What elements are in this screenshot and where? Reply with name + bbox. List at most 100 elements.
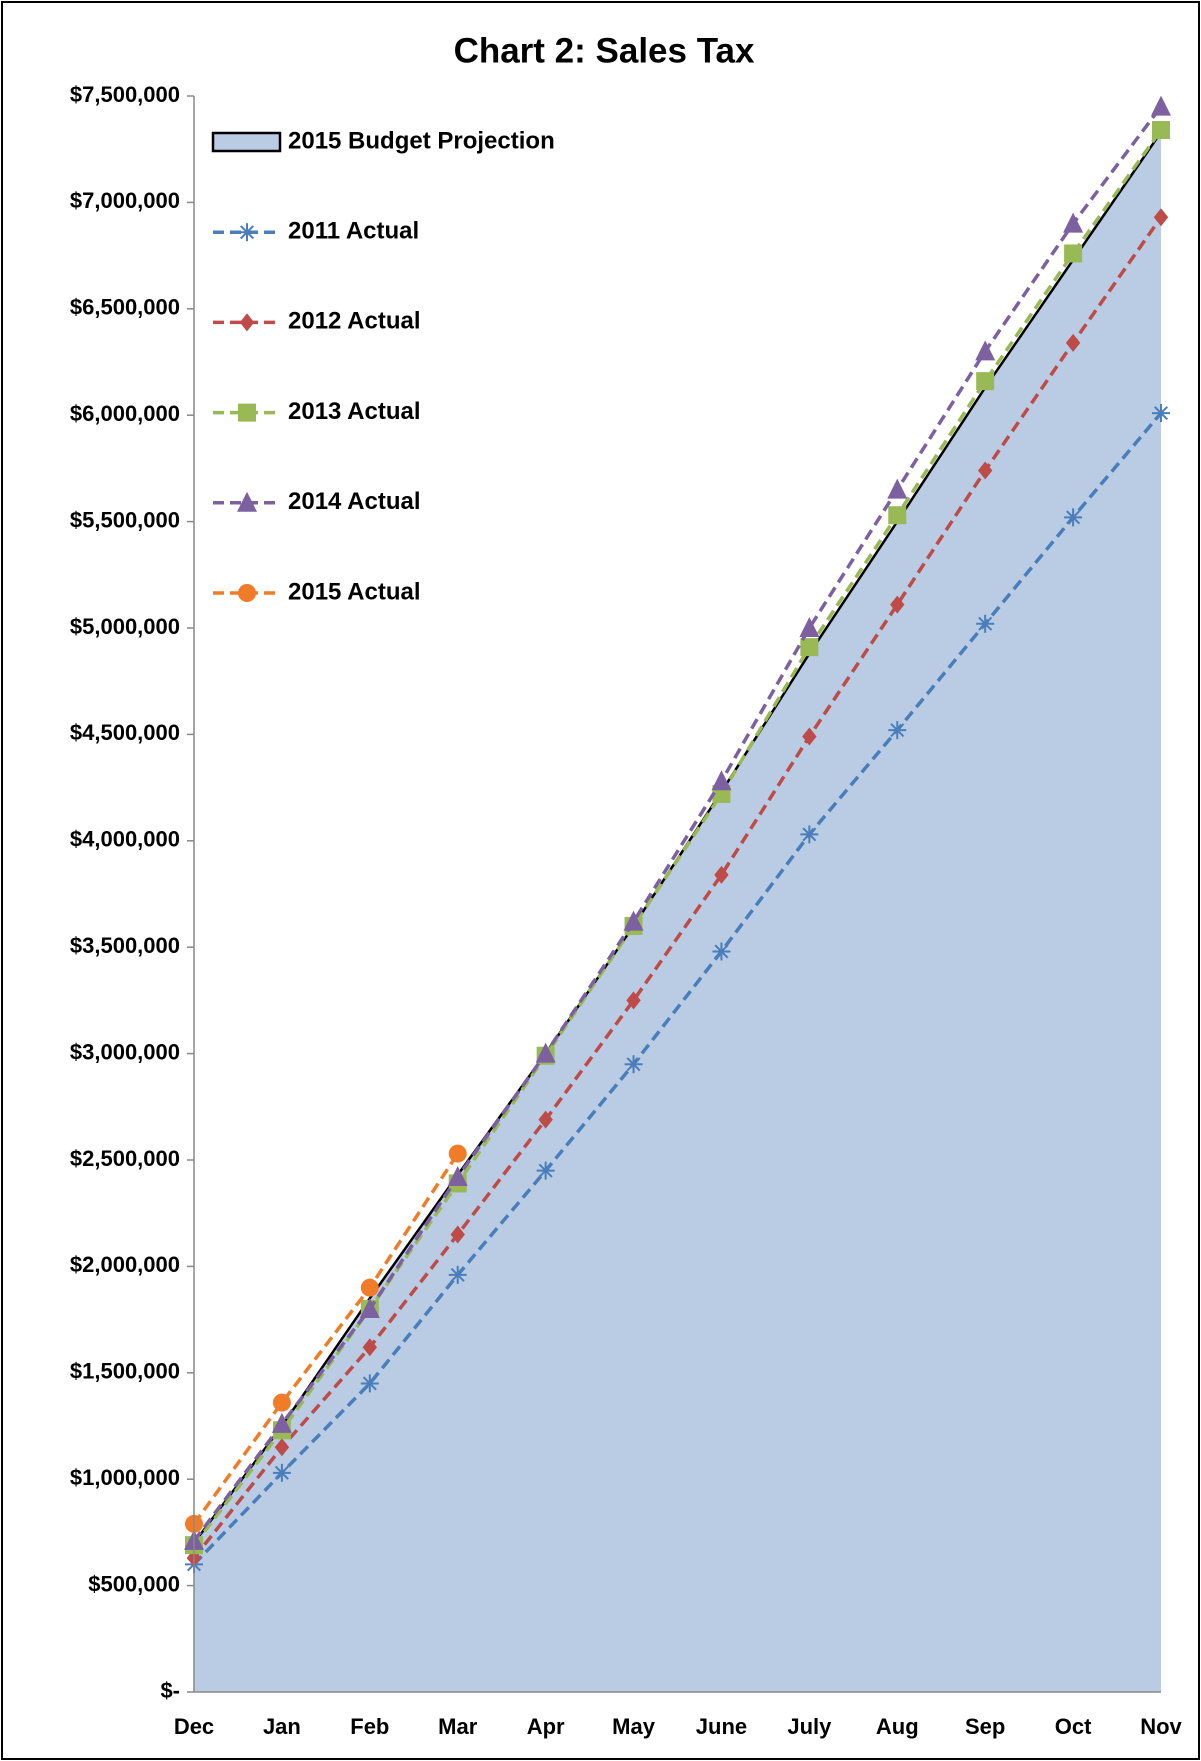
marker bbox=[359, 1297, 380, 1318]
marker bbox=[448, 1265, 467, 1284]
marker-shape bbox=[626, 991, 641, 1010]
marker-shape bbox=[1151, 95, 1171, 116]
marker bbox=[535, 1042, 556, 1063]
legend-label: 2015 Budget Projection bbox=[288, 127, 555, 154]
y-tick-label: $- bbox=[160, 1678, 180, 1703]
marker-shape bbox=[238, 403, 256, 422]
x-tick-label: June bbox=[696, 1714, 747, 1739]
marker-shape bbox=[238, 584, 256, 602]
marker bbox=[976, 372, 995, 391]
legend-item: 2015 Budget Projection bbox=[211, 127, 555, 154]
y-tick-label: $2,000,000 bbox=[70, 1252, 180, 1277]
marker bbox=[714, 865, 729, 884]
marker-shape bbox=[271, 1412, 292, 1433]
marker-shape bbox=[360, 1278, 379, 1297]
marker-shape bbox=[975, 340, 996, 361]
marker bbox=[238, 223, 256, 242]
marker-shape bbox=[1065, 333, 1081, 352]
legend-item: 2013 Actual bbox=[213, 398, 421, 425]
y-tick-label: $6,500,000 bbox=[70, 295, 180, 320]
marker bbox=[623, 910, 644, 931]
x-tick-label: July bbox=[787, 1714, 832, 1739]
marker bbox=[448, 1144, 467, 1163]
marker-shape bbox=[359, 1297, 380, 1318]
marker-shape bbox=[362, 1338, 378, 1357]
marker bbox=[274, 1438, 290, 1457]
y-tick-label: $1,500,000 bbox=[70, 1359, 180, 1384]
legend-label: 2015 Actual bbox=[288, 578, 421, 605]
y-tick-label: $1,000,000 bbox=[70, 1465, 180, 1490]
marker bbox=[1065, 333, 1081, 352]
x-tick-label: May bbox=[612, 1714, 656, 1739]
y-tick-label: $5,000,000 bbox=[70, 614, 180, 639]
marker bbox=[624, 1055, 643, 1074]
marker bbox=[711, 770, 732, 791]
legend-label: 2011 Actual bbox=[288, 218, 419, 245]
marker bbox=[1064, 244, 1083, 263]
legend-label: 2014 Actual bbox=[288, 488, 421, 515]
x-tick-label: Mar bbox=[438, 1714, 478, 1739]
legend-item: 2015 Actual bbox=[213, 578, 421, 605]
marker bbox=[799, 617, 820, 637]
marker bbox=[887, 478, 908, 499]
y-tick-label: $4,000,000 bbox=[70, 827, 180, 852]
marker-shape bbox=[887, 478, 908, 499]
marker-shape bbox=[274, 1438, 290, 1457]
x-tick-label: Sep bbox=[965, 1714, 1005, 1739]
marker-shape bbox=[239, 313, 255, 332]
marker-shape bbox=[272, 1393, 291, 1412]
marker-shape bbox=[1064, 244, 1083, 263]
legend-item: 2012 Actual bbox=[213, 308, 421, 335]
legend-item: 2011 Actual bbox=[213, 218, 419, 245]
marker bbox=[447, 1166, 468, 1187]
marker bbox=[360, 1374, 379, 1393]
marker bbox=[977, 461, 993, 480]
marker-shape bbox=[447, 1166, 468, 1187]
marker bbox=[238, 584, 256, 602]
marker-shape bbox=[1063, 212, 1084, 233]
y-tick-label: $2,500,000 bbox=[70, 1146, 180, 1171]
legend-swatch bbox=[211, 131, 282, 153]
y-tick-label: $4,500,000 bbox=[70, 720, 180, 745]
legend-label: 2013 Actual bbox=[288, 398, 421, 425]
marker bbox=[712, 942, 731, 961]
marker bbox=[450, 1225, 465, 1244]
marker bbox=[237, 491, 257, 512]
marker-shape bbox=[976, 372, 995, 391]
marker bbox=[239, 313, 255, 332]
series-line bbox=[192, 129, 1163, 1547]
marker-shape bbox=[799, 617, 820, 637]
marker bbox=[238, 403, 256, 422]
marker-shape bbox=[538, 1110, 553, 1129]
y-tick-label: $6,000,000 bbox=[70, 401, 180, 426]
marker bbox=[626, 991, 641, 1010]
y-tick-label: $7,500,000 bbox=[70, 82, 180, 107]
chart-title: Chart 2: Sales Tax bbox=[454, 31, 755, 70]
series-line bbox=[192, 1152, 460, 1525]
y-tick-label: $3,000,000 bbox=[70, 1039, 180, 1064]
marker bbox=[271, 1412, 292, 1433]
marker-shape bbox=[1152, 121, 1170, 140]
marker-shape bbox=[535, 1042, 556, 1063]
marker-shape bbox=[237, 491, 257, 512]
marker-shape bbox=[977, 461, 993, 480]
x-tick-label: Nov bbox=[1140, 1714, 1182, 1739]
series-line bbox=[192, 411, 1163, 1566]
legend-item: 2014 Actual bbox=[213, 488, 421, 515]
x-tick-label: Oct bbox=[1055, 1714, 1092, 1739]
marker bbox=[800, 638, 819, 657]
marker bbox=[975, 340, 996, 361]
y-tick-label: $500,000 bbox=[88, 1571, 180, 1596]
marker bbox=[1152, 404, 1170, 423]
marker bbox=[1064, 508, 1083, 527]
legend-label: 2012 Actual bbox=[288, 308, 421, 335]
marker-shape bbox=[623, 910, 644, 931]
marker-shape bbox=[800, 638, 819, 657]
x-tick-label: Jan bbox=[263, 1714, 301, 1739]
x-tick-label: Apr bbox=[527, 1714, 565, 1739]
marker-shape bbox=[802, 727, 817, 746]
marker bbox=[976, 614, 995, 633]
series-line bbox=[192, 105, 1163, 1542]
marker bbox=[360, 1278, 379, 1297]
